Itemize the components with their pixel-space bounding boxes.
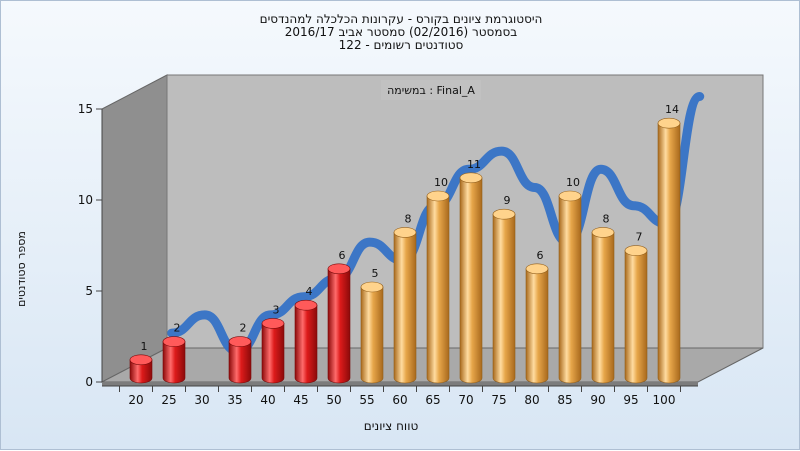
bar-top [459, 172, 483, 184]
bar-value-label: 10 [434, 176, 448, 189]
bar [327, 263, 351, 384]
bar-body [129, 359, 153, 384]
bar-value-label: 1 [141, 340, 148, 353]
bar-body [459, 177, 483, 384]
x-tick-label: 55 [359, 393, 374, 407]
bar-value-label: 3 [273, 303, 280, 316]
bar-top [261, 318, 285, 329]
x-tick-label: 50 [326, 393, 341, 407]
bar-body [492, 213, 516, 384]
bar [393, 227, 417, 384]
bar-body [525, 268, 549, 384]
bar-top [393, 227, 417, 238]
x-tick-label: 35 [227, 393, 242, 407]
x-tick-label: 90 [590, 393, 605, 407]
x-tick-label: 45 [293, 393, 308, 407]
bar-body [426, 195, 450, 384]
x-tick-label: 100 [653, 393, 676, 407]
bar-top [129, 354, 153, 366]
bar-value-label: 6 [537, 249, 544, 262]
x-axis-label: טווח ציונים [363, 419, 419, 433]
bar-body [294, 304, 318, 384]
bar-top [360, 281, 384, 293]
x-tick-label: 40 [260, 393, 275, 407]
bar-body [591, 232, 615, 384]
bar [558, 190, 582, 384]
bar [228, 336, 252, 384]
bar-top [525, 263, 549, 275]
bar-top [327, 263, 351, 275]
side-wall [101, 74, 168, 383]
x-tick-label: 30 [194, 393, 209, 407]
bar [426, 190, 450, 384]
x-tick-label: 60 [392, 393, 407, 407]
bar-value-label: 5 [372, 267, 379, 280]
bar-value-label: 8 [405, 212, 412, 225]
bar-top [657, 117, 681, 129]
bar-body [624, 250, 648, 384]
bar-top [294, 299, 318, 311]
x-tick-label: 95 [623, 393, 638, 407]
x-tick-label: 25 [161, 393, 176, 407]
bar-value-label: 9 [504, 194, 511, 207]
floor-edge [102, 382, 698, 386]
bar-body [657, 122, 681, 384]
bar-body [261, 323, 285, 384]
chart-title-line-3: סטודנטים רשומים - 122 [338, 38, 464, 52]
y-tick-label: 0 [85, 375, 93, 389]
x-tick-label: 80 [524, 393, 539, 407]
bar-body [327, 268, 351, 384]
bar-value-label: 8 [603, 212, 610, 225]
x-tick-label: 85 [557, 393, 572, 407]
bar-value-label: 10 [566, 176, 580, 189]
bar-value-label: 2 [240, 322, 247, 335]
bar [459, 172, 483, 384]
y-tick-label: 15 [78, 102, 93, 116]
y-tick-label: 10 [78, 193, 93, 207]
x-tick-label: 20 [128, 393, 143, 407]
bar-value-label: 14 [665, 103, 679, 116]
bar-top [228, 336, 252, 347]
bar-top [426, 190, 450, 202]
bar [261, 318, 285, 384]
bar-value-label: 4 [306, 285, 313, 298]
bar-body [393, 232, 417, 384]
bar-body [360, 286, 384, 384]
bar-body [162, 341, 186, 384]
x-tick-label: 65 [425, 393, 440, 407]
bar [657, 117, 681, 384]
x-tick-label: 70 [458, 393, 473, 407]
bar-top [624, 245, 648, 256]
bar-body [558, 195, 582, 384]
bar-top [558, 190, 582, 202]
bar [162, 336, 186, 384]
bar [294, 299, 318, 384]
bar-top [162, 336, 186, 347]
bar [591, 227, 615, 384]
bar [624, 245, 648, 384]
bar-top [591, 227, 615, 238]
bar-top [492, 208, 516, 220]
bar [492, 208, 516, 384]
exam-label: במשימה : Final_A [381, 80, 481, 100]
y-tick-label: 5 [85, 284, 93, 298]
bar-body [228, 341, 252, 384]
bar [525, 263, 549, 384]
bar [360, 281, 384, 384]
chart-title-line-2: בסמסטר (02/2016) סמסטר אביב 2016/17 [284, 25, 518, 39]
bar-value-label: 11 [467, 158, 481, 171]
bar-value-label: 2 [174, 322, 181, 335]
x-tick-label: 75 [491, 393, 506, 407]
bar-value-label: 7 [636, 231, 643, 244]
bar [129, 354, 153, 384]
bar-value-label: 6 [339, 249, 346, 262]
y-axis-label: מספר סטודנטים [15, 231, 28, 307]
chart-title-line-1: היסטוגרמת ציונים בקורס - עקרונות הכלכלה … [259, 12, 543, 26]
